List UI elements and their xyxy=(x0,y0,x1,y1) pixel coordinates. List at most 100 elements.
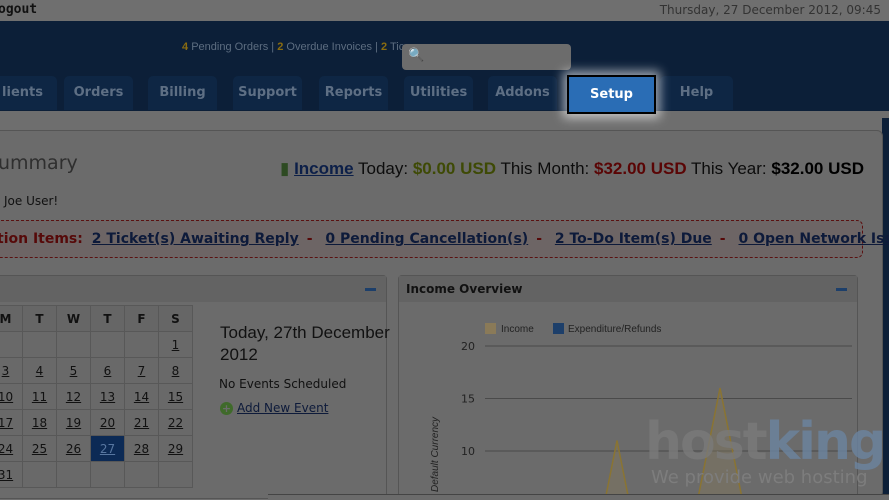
tab-support[interactable]: Support xyxy=(233,76,302,110)
calendar-day[interactable]: 10 xyxy=(0,383,23,410)
tab-addons[interactable]: Addons xyxy=(488,76,557,110)
day-link[interactable]: 1 xyxy=(171,337,180,352)
add-event-link[interactable]: + Add New Event xyxy=(220,401,328,415)
day-link[interactable]: 13 xyxy=(99,389,116,404)
legend-expenditure: Expenditure/Refunds xyxy=(568,324,661,335)
day-link[interactable]: 25 xyxy=(31,441,48,456)
page-title: ummary xyxy=(0,152,78,174)
calendar-day[interactable]: 26 xyxy=(56,435,91,462)
hostking-logo: hostking xyxy=(645,412,886,472)
day-link[interactable]: 29 xyxy=(167,441,184,456)
tab-billing[interactable]: Billing xyxy=(148,76,217,110)
calendar-day[interactable]: 27 xyxy=(90,435,125,462)
calendar-day[interactable]: 19 xyxy=(56,409,91,436)
calendar-day[interactable]: 4 xyxy=(22,357,57,384)
day-link[interactable]: 5 xyxy=(69,363,78,378)
tab-orders[interactable]: Orders xyxy=(64,76,133,110)
weekday-header: S xyxy=(158,305,193,332)
day-link[interactable]: 10 xyxy=(0,389,14,404)
hostking-tagline: We provide web hosting xyxy=(651,467,868,488)
panel-header xyxy=(0,276,386,302)
income-chart: Income Expenditure/Refunds Default Curre… xyxy=(430,323,852,498)
day-link[interactable]: 22 xyxy=(167,415,184,430)
day-link[interactable]: 7 xyxy=(137,363,146,378)
scroll-edge xyxy=(882,118,889,500)
calendar-day[interactable]: 29 xyxy=(158,435,193,462)
tab-setup[interactable]: Setup xyxy=(567,75,656,114)
stat-count[interactable]: 2 xyxy=(277,41,284,53)
attention-item[interactable]: 2 To-Do Item(s) Due xyxy=(554,231,712,247)
today-heading: Today, 27th December 2012 xyxy=(220,323,390,364)
day-link[interactable]: 20 xyxy=(99,415,116,430)
y-axis-label: Default Currency xyxy=(430,416,441,492)
day-link[interactable]: 26 xyxy=(65,441,82,456)
attention-item[interactable]: 0 Pending Cancellation(s) xyxy=(325,231,529,247)
calendar-day[interactable]: 6 xyxy=(90,357,125,384)
day-link[interactable]: 31 xyxy=(0,467,14,482)
calendar-day[interactable]: 7 xyxy=(124,357,159,384)
calendar-day[interactable]: 11 xyxy=(22,383,57,410)
calendar-day[interactable]: 8 xyxy=(158,357,193,384)
calendar-day[interactable]: 25 xyxy=(22,435,57,462)
day-link[interactable]: 4 xyxy=(35,363,44,378)
stat-label[interactable]: Tic xyxy=(389,41,405,53)
calendar-table: M T W T F S 1 3 4 5 6 7 8 10 11 12 13 14 15 17 18 19 20 21 22 24 2… xyxy=(0,305,193,488)
day-link[interactable]: 28 xyxy=(133,441,150,456)
welcome-text: Joe User! xyxy=(4,194,59,208)
tab-utilities[interactable]: Utilities xyxy=(404,76,473,110)
top-bar xyxy=(0,0,889,21)
calendar-day[interactable]: 24 xyxy=(0,435,23,462)
calendar-day[interactable]: 28 xyxy=(124,435,159,462)
income-month: $32.00 USD xyxy=(593,159,687,178)
header-stats: 4 Pending Orders | 2 Overdue Invoices | … xyxy=(182,41,405,53)
calendar-day[interactable]: 31 xyxy=(0,461,23,488)
calendar-day[interactable]: 18 xyxy=(22,409,57,436)
tab-clients[interactable]: lients xyxy=(0,76,57,110)
calendar-day[interactable]: 3 xyxy=(0,357,23,384)
income-peak xyxy=(604,440,630,498)
calendar-day[interactable]: 20 xyxy=(90,409,125,436)
day-link[interactable]: 12 xyxy=(65,389,82,404)
calendar-day[interactable]: 14 xyxy=(124,383,159,410)
minimize-icon[interactable] xyxy=(836,288,847,291)
calendar-day xyxy=(124,461,159,488)
y-tick-label: 20 xyxy=(461,340,475,353)
stat-label[interactable]: Overdue Invoices xyxy=(286,41,373,53)
add-event-label[interactable]: Add New Event xyxy=(237,401,329,415)
minimize-icon[interactable] xyxy=(365,288,376,291)
day-link[interactable]: 17 xyxy=(0,415,14,430)
day-link[interactable]: 21 xyxy=(133,415,150,430)
calendar-day[interactable]: 15 xyxy=(158,383,193,410)
calendar-day[interactable]: 22 xyxy=(158,409,193,436)
calendar-day[interactable]: 12 xyxy=(56,383,91,410)
stat-count[interactable]: 4 xyxy=(182,41,189,53)
weekday-header: W xyxy=(56,305,91,332)
income-link[interactable]: Income xyxy=(294,159,354,178)
tab-reports[interactable]: Reports xyxy=(319,76,388,110)
money-icon: ▮ xyxy=(279,159,290,178)
calendar-day[interactable]: 13 xyxy=(90,383,125,410)
calendar-day[interactable]: 17 xyxy=(0,409,23,436)
day-link[interactable]: 19 xyxy=(65,415,82,430)
tab-help[interactable]: Help xyxy=(660,76,733,110)
day-link[interactable]: 11 xyxy=(31,389,48,404)
day-link[interactable]: 6 xyxy=(103,363,112,378)
search-input[interactable]: 🔍 xyxy=(402,44,571,70)
attention-item[interactable]: 2 Ticket(s) Awaiting Reply xyxy=(91,231,299,247)
weekday-header: M xyxy=(0,305,23,332)
calendar-day[interactable]: 1 xyxy=(158,331,193,358)
day-link[interactable]: 8 xyxy=(171,363,180,378)
calendar-day[interactable]: 21 xyxy=(124,409,159,436)
day-link[interactable]: 14 xyxy=(133,389,150,404)
attention-item[interactable]: 0 Open Network Issue(s) xyxy=(738,231,889,247)
stat-count[interactable]: 2 xyxy=(381,41,388,53)
income-year: $32.00 USD xyxy=(771,159,864,178)
day-link[interactable]: 24 xyxy=(0,441,14,456)
day-link[interactable]: 18 xyxy=(31,415,48,430)
logout-link[interactable]: ogout xyxy=(0,2,38,17)
calendar-day[interactable]: 5 xyxy=(56,357,91,384)
day-link[interactable]: 27 xyxy=(99,441,116,456)
day-link[interactable]: 3 xyxy=(1,363,10,378)
stat-label[interactable]: Pending Orders xyxy=(191,41,269,53)
day-link[interactable]: 15 xyxy=(167,389,184,404)
